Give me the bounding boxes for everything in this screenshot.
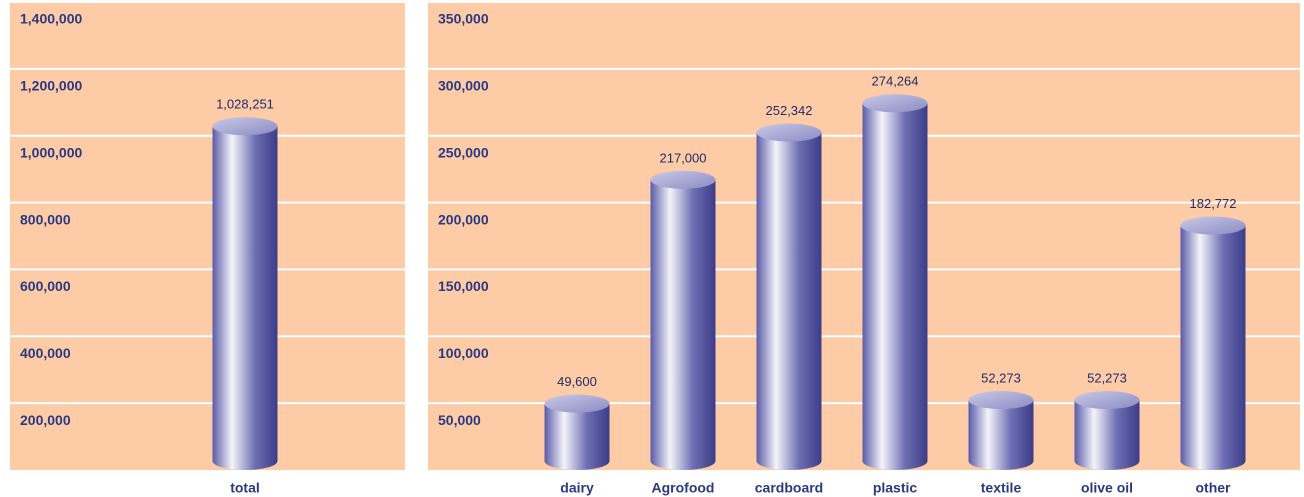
y-tick-label: 250,000	[438, 144, 489, 160]
value-label: 274,264	[872, 74, 919, 89]
bar	[968, 400, 1034, 461]
bar-top	[1180, 216, 1246, 235]
bar	[1074, 400, 1140, 461]
bar	[212, 126, 278, 461]
bar-top	[544, 394, 610, 413]
y-tick-label: 200,000	[20, 412, 71, 428]
value-label: 217,000	[660, 150, 707, 165]
y-tick-label: 300,000	[438, 78, 489, 94]
x-tick-label: textile	[981, 480, 1022, 496]
bar	[862, 103, 928, 462]
cylinder-bar	[544, 394, 610, 470]
x-tick-label: olive oil	[1081, 480, 1133, 496]
y-tick-label: 150,000	[438, 278, 489, 294]
bar-top	[862, 94, 928, 113]
y-tick-label: 1,200,000	[20, 78, 82, 94]
bar	[650, 179, 716, 461]
bar	[544, 403, 610, 461]
value-label: 52,273	[981, 371, 1021, 386]
cylinder-bar	[650, 170, 716, 470]
bar	[1180, 225, 1246, 461]
plot-background	[10, 2, 405, 470]
bar-top	[650, 170, 716, 189]
y-tick-label: 200,000	[438, 211, 489, 227]
y-tick-label: 50,000	[438, 412, 481, 428]
x-tick-label: other	[1196, 480, 1232, 496]
cylinder-bar	[756, 123, 822, 470]
x-tick-label: plastic	[873, 480, 918, 496]
cylinder-bar	[1074, 391, 1140, 470]
value-label: 52,273	[1087, 371, 1127, 386]
value-label: 182,772	[1190, 196, 1237, 211]
y-tick-label: 800,000	[20, 211, 71, 227]
bar-top	[968, 391, 1034, 410]
bar-top	[756, 123, 822, 142]
value-label: 49,600	[557, 374, 597, 389]
y-tick-label: 400,000	[20, 345, 71, 361]
x-tick-label: dairy	[560, 480, 594, 496]
value-label: 252,342	[766, 103, 813, 118]
bar	[756, 132, 822, 461]
bar-top	[1074, 391, 1140, 410]
bar-top	[212, 117, 278, 136]
cylinder-bar	[1180, 216, 1246, 470]
value-label: 1,028,251	[216, 97, 274, 112]
cylinder-bar	[862, 94, 928, 470]
y-tick-label: 1,400,000	[20, 11, 82, 27]
y-tick-label: 350,000	[438, 11, 489, 27]
y-tick-label: 100,000	[438, 345, 489, 361]
x-tick-label: total	[230, 480, 260, 496]
cylinder-bar	[968, 391, 1034, 470]
x-tick-label: Agrofood	[652, 480, 715, 496]
cylinder-bar	[212, 117, 278, 470]
y-tick-label: 1,000,000	[20, 144, 82, 160]
x-tick-label: cardboard	[755, 480, 823, 496]
y-tick-label: 600,000	[20, 278, 71, 294]
